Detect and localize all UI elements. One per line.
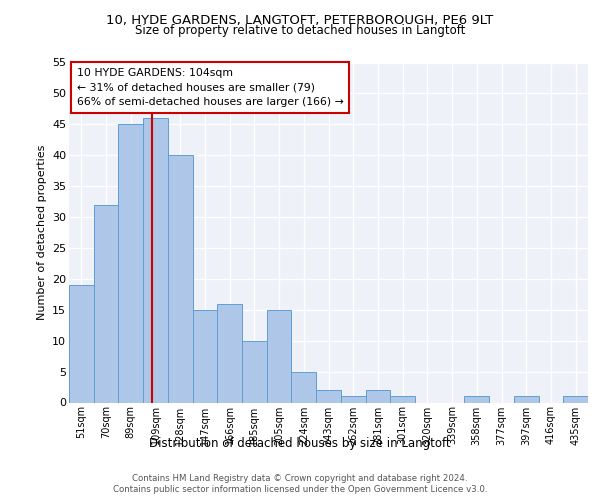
Bar — [94, 204, 118, 402]
Bar — [118, 124, 143, 402]
Bar — [464, 396, 489, 402]
Bar — [365, 390, 390, 402]
Text: Contains public sector information licensed under the Open Government Licence v3: Contains public sector information licen… — [113, 485, 487, 494]
Bar — [341, 396, 365, 402]
Text: Contains HM Land Registry data © Crown copyright and database right 2024.: Contains HM Land Registry data © Crown c… — [132, 474, 468, 483]
Bar — [514, 396, 539, 402]
Bar — [316, 390, 341, 402]
Bar — [563, 396, 588, 402]
Bar — [143, 118, 168, 403]
Bar — [69, 285, 94, 403]
Bar — [217, 304, 242, 402]
Bar — [292, 372, 316, 402]
Y-axis label: Number of detached properties: Number of detached properties — [37, 145, 47, 320]
Bar — [267, 310, 292, 402]
Bar — [168, 155, 193, 402]
Bar — [390, 396, 415, 402]
Text: 10 HYDE GARDENS: 104sqm
← 31% of detached houses are smaller (79)
66% of semi-de: 10 HYDE GARDENS: 104sqm ← 31% of detache… — [77, 68, 344, 107]
Text: 10, HYDE GARDENS, LANGTOFT, PETERBOROUGH, PE6 9LT: 10, HYDE GARDENS, LANGTOFT, PETERBOROUGH… — [106, 14, 494, 27]
Text: Size of property relative to detached houses in Langtoft: Size of property relative to detached ho… — [135, 24, 465, 37]
Bar — [193, 310, 217, 402]
Text: Distribution of detached houses by size in Langtoft: Distribution of detached houses by size … — [149, 438, 451, 450]
Bar — [242, 340, 267, 402]
